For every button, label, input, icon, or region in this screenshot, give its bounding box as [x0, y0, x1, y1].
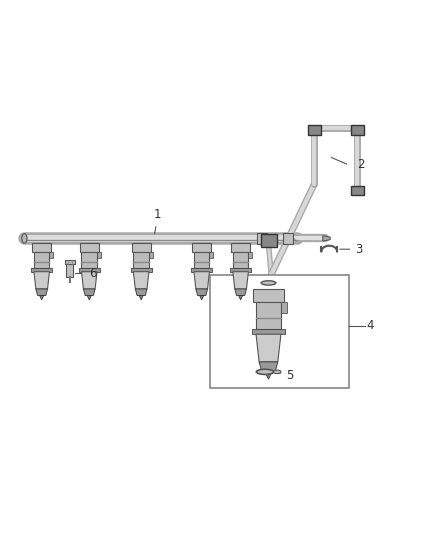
Polygon shape: [256, 334, 281, 362]
Bar: [192, 243, 211, 252]
Polygon shape: [139, 295, 143, 300]
Text: 5: 5: [276, 369, 293, 382]
Bar: [34, 252, 49, 268]
Bar: [248, 252, 252, 259]
Polygon shape: [135, 289, 147, 295]
Polygon shape: [83, 289, 95, 295]
Bar: [351, 125, 364, 135]
Ellipse shape: [256, 369, 274, 375]
Ellipse shape: [22, 233, 27, 243]
Text: 6: 6: [89, 268, 97, 280]
Bar: [209, 252, 213, 259]
Bar: [79, 268, 100, 272]
Text: 4: 4: [366, 319, 374, 332]
Polygon shape: [233, 272, 248, 289]
Bar: [231, 243, 250, 252]
Bar: [131, 268, 152, 272]
Polygon shape: [235, 289, 247, 295]
Bar: [32, 243, 51, 252]
Bar: [132, 243, 151, 252]
Polygon shape: [134, 272, 149, 289]
Polygon shape: [194, 272, 209, 289]
Bar: [233, 252, 248, 268]
Bar: [49, 252, 53, 259]
Polygon shape: [36, 289, 48, 295]
Bar: [253, 288, 284, 302]
Polygon shape: [40, 295, 44, 300]
Polygon shape: [34, 272, 49, 289]
Bar: [256, 302, 281, 329]
Polygon shape: [323, 236, 330, 241]
Polygon shape: [239, 295, 243, 300]
Bar: [194, 252, 209, 268]
Polygon shape: [259, 362, 278, 372]
Bar: [31, 268, 52, 272]
Ellipse shape: [261, 281, 276, 285]
Bar: [81, 252, 97, 268]
Polygon shape: [81, 272, 97, 289]
Bar: [230, 268, 251, 272]
Bar: [351, 185, 364, 195]
Polygon shape: [196, 289, 208, 295]
Text: 1: 1: [154, 208, 162, 234]
Bar: [283, 233, 293, 244]
Bar: [80, 243, 99, 252]
Polygon shape: [265, 372, 272, 379]
Text: 3: 3: [340, 243, 363, 256]
Bar: [66, 264, 73, 277]
Bar: [134, 252, 149, 268]
Bar: [257, 233, 268, 244]
Bar: [191, 268, 212, 272]
Bar: [280, 302, 287, 313]
Bar: [261, 234, 276, 247]
Bar: [148, 252, 153, 259]
Bar: [252, 329, 285, 334]
Bar: [97, 252, 101, 259]
Polygon shape: [200, 295, 204, 300]
Bar: [307, 125, 321, 135]
Bar: [65, 260, 75, 264]
Text: 2: 2: [357, 158, 365, 172]
Polygon shape: [87, 295, 91, 300]
Bar: [210, 275, 349, 387]
Ellipse shape: [273, 370, 281, 374]
